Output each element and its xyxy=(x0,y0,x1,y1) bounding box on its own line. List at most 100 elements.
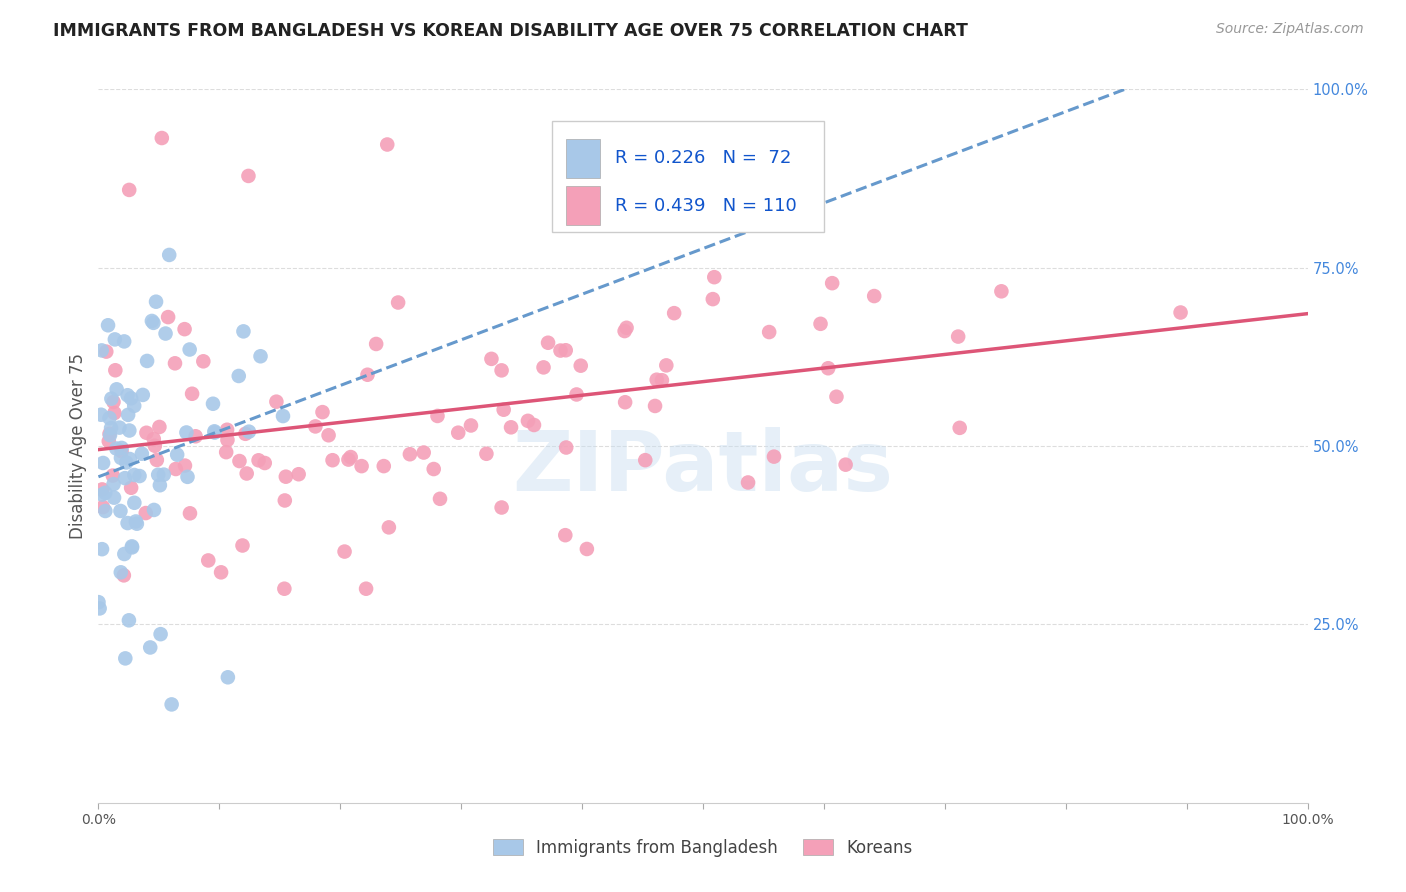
Point xyxy=(98,426,121,441)
Point xyxy=(104,332,127,346)
Point xyxy=(98,428,121,442)
Point xyxy=(366,337,388,351)
Point xyxy=(492,402,515,417)
Point xyxy=(91,483,114,497)
Point xyxy=(447,425,470,440)
Point xyxy=(737,475,759,490)
Point xyxy=(121,541,143,555)
Point xyxy=(235,426,257,441)
Point xyxy=(499,420,522,434)
Point xyxy=(176,425,198,440)
Point xyxy=(825,390,848,404)
Point xyxy=(110,444,132,458)
Point xyxy=(209,566,232,580)
Point xyxy=(112,547,135,561)
FancyBboxPatch shape xyxy=(567,139,600,178)
Point xyxy=(117,388,139,402)
Point xyxy=(946,329,969,343)
Text: IMMIGRANTS FROM BANGLADESH VS KOREAN DISABILITY AGE OVER 75 CORRELATION CHART: IMMIGRANTS FROM BANGLADESH VS KOREAN DIS… xyxy=(53,22,969,40)
Point xyxy=(235,467,257,481)
Point xyxy=(266,394,288,409)
Point xyxy=(110,441,132,455)
Point xyxy=(143,503,166,517)
Point xyxy=(110,504,132,518)
Point xyxy=(124,496,146,510)
Point xyxy=(834,458,856,472)
Point xyxy=(232,324,254,338)
Point xyxy=(181,386,204,401)
Point xyxy=(537,335,560,350)
Point xyxy=(373,459,395,474)
Point xyxy=(155,326,177,341)
Point xyxy=(173,322,195,336)
Point xyxy=(166,448,188,462)
Point xyxy=(120,481,142,495)
Point xyxy=(204,425,226,440)
Point xyxy=(110,566,132,580)
Point xyxy=(634,453,657,467)
Point xyxy=(96,344,118,359)
Point xyxy=(201,397,224,411)
Point xyxy=(565,387,588,401)
Point xyxy=(98,411,121,425)
Point xyxy=(322,453,344,467)
Point xyxy=(145,294,167,309)
Point xyxy=(125,516,148,531)
Point xyxy=(91,488,114,502)
Legend: Immigrants from Bangladesh, Koreans: Immigrants from Bangladesh, Koreans xyxy=(486,832,920,863)
Point xyxy=(150,131,173,145)
Point xyxy=(128,469,150,483)
Point xyxy=(117,408,139,422)
Point xyxy=(949,421,972,435)
Point xyxy=(157,248,180,262)
Point xyxy=(554,343,576,358)
Point xyxy=(108,420,131,434)
Point xyxy=(655,359,678,373)
Point xyxy=(112,334,135,349)
Text: Source: ZipAtlas.com: Source: ZipAtlas.com xyxy=(1216,22,1364,37)
FancyBboxPatch shape xyxy=(567,186,600,225)
Point xyxy=(238,425,260,439)
Point xyxy=(491,500,513,515)
Point xyxy=(215,445,238,459)
Point xyxy=(135,506,157,520)
Point xyxy=(422,462,444,476)
Point xyxy=(142,432,165,446)
Point xyxy=(148,420,170,434)
Point xyxy=(91,542,114,557)
Point xyxy=(644,399,666,413)
Text: ZIPatlas: ZIPatlas xyxy=(513,427,893,508)
Point xyxy=(758,325,780,339)
Point xyxy=(135,425,157,440)
Point xyxy=(387,295,409,310)
Point xyxy=(148,467,170,482)
Point xyxy=(89,601,111,615)
Point xyxy=(354,582,377,596)
Point xyxy=(274,493,297,508)
Point xyxy=(311,405,333,419)
Point xyxy=(228,368,250,383)
Point xyxy=(115,455,138,469)
Point xyxy=(616,320,638,334)
Point xyxy=(160,698,183,712)
Point xyxy=(143,439,166,453)
Point xyxy=(253,456,276,470)
Point xyxy=(149,627,172,641)
Point xyxy=(176,470,198,484)
Point xyxy=(94,485,117,500)
Point xyxy=(662,306,685,320)
Y-axis label: Disability Age Over 75: Disability Age Over 75 xyxy=(69,353,87,539)
Point xyxy=(378,520,401,534)
Text: R = 0.226   N =  72: R = 0.226 N = 72 xyxy=(614,150,792,168)
Point xyxy=(491,363,513,377)
Point xyxy=(575,541,598,556)
Point xyxy=(193,354,215,368)
Point xyxy=(702,292,724,306)
Point xyxy=(287,467,309,482)
Point xyxy=(523,417,546,432)
Point xyxy=(613,324,636,338)
Point xyxy=(184,429,207,443)
Point xyxy=(273,582,295,596)
Point xyxy=(100,392,122,406)
Point xyxy=(179,343,201,357)
